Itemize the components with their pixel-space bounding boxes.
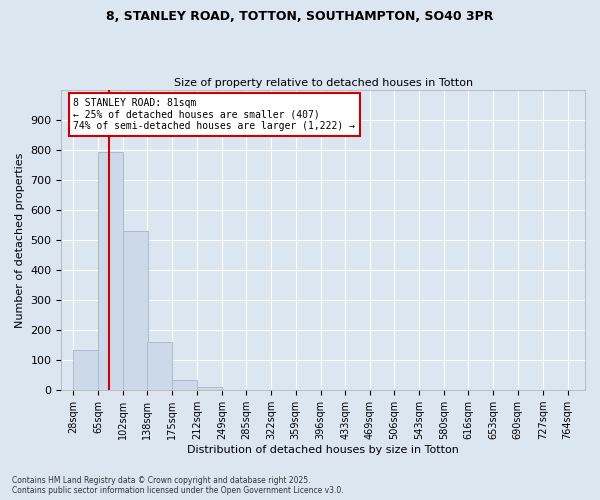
Text: 8, STANLEY ROAD, TOTTON, SOUTHAMPTON, SO40 3PR: 8, STANLEY ROAD, TOTTON, SOUTHAMPTON, SO… xyxy=(106,10,494,23)
Bar xyxy=(98,152,123,390)
Bar xyxy=(73,350,98,390)
Text: 8 STANLEY ROAD: 81sqm
← 25% of detached houses are smaller (407)
74% of semi-det: 8 STANLEY ROAD: 81sqm ← 25% of detached … xyxy=(73,98,355,131)
X-axis label: Distribution of detached houses by size in Totton: Distribution of detached houses by size … xyxy=(187,445,459,455)
Bar xyxy=(172,380,197,390)
Bar xyxy=(123,231,148,390)
Y-axis label: Number of detached properties: Number of detached properties xyxy=(15,152,25,328)
Title: Size of property relative to detached houses in Totton: Size of property relative to detached ho… xyxy=(173,78,473,88)
Text: Contains HM Land Registry data © Crown copyright and database right 2025.
Contai: Contains HM Land Registry data © Crown c… xyxy=(12,476,344,495)
Bar xyxy=(148,342,172,390)
Bar xyxy=(197,387,222,390)
